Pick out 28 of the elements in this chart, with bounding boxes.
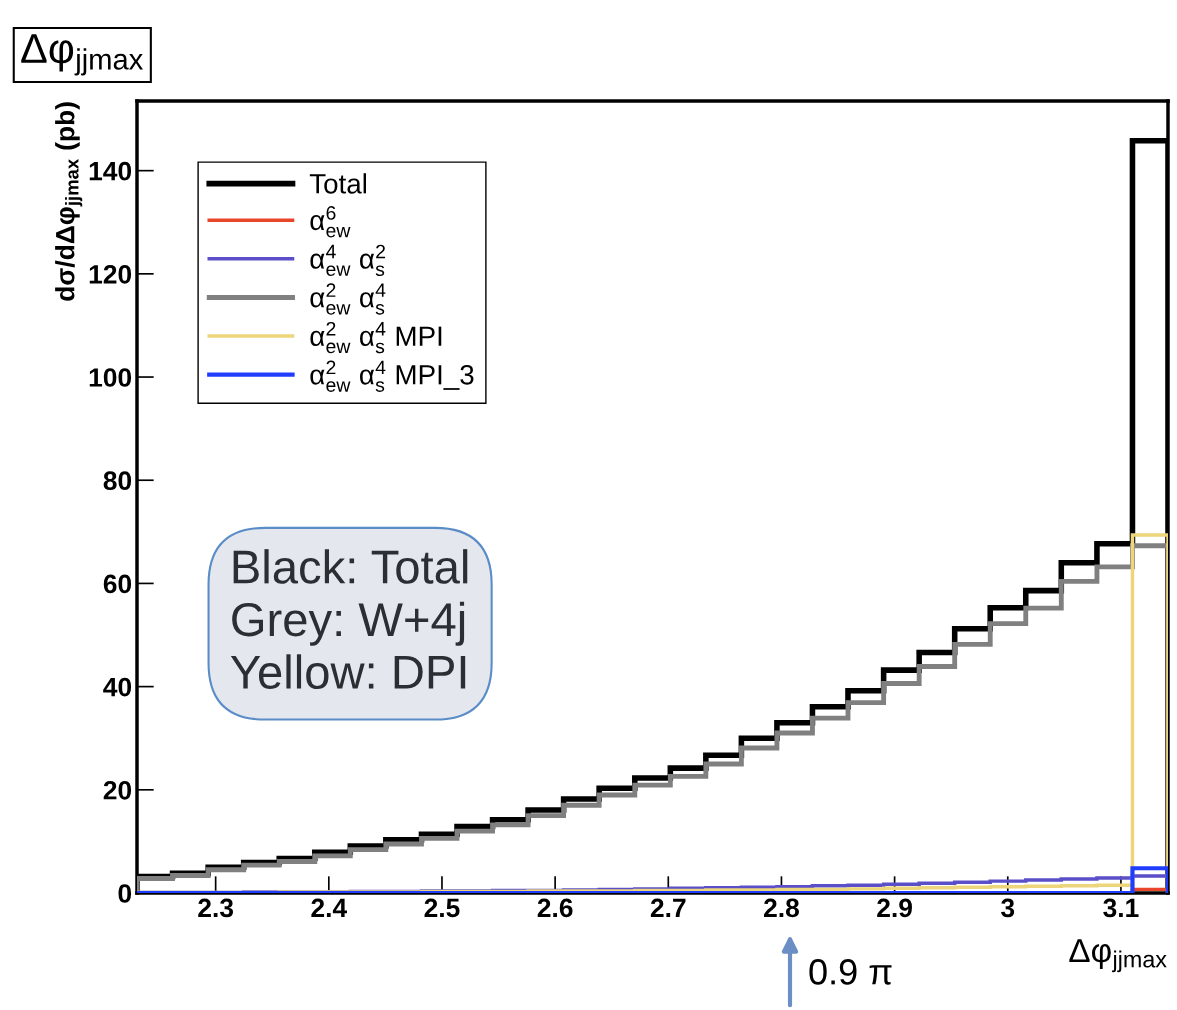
- y-tick-label: 80: [103, 471, 132, 491]
- x-axis-title: Δφ$_{jjmax}$: [1069, 939, 1167, 973]
- x-tick-label: 2.7: [650, 898, 686, 917]
- y-tick-label: 120: [89, 264, 132, 284]
- y-tick-label: 20: [103, 780, 132, 800]
- x-tick-label: 2.8: [764, 898, 799, 918]
- legend-label: α$^{2}$$_{ew}$ α$^{4}$$_{s}$ MPI_3: [310, 360, 474, 392]
- y-tick-label: 100: [89, 368, 132, 387]
- legend-label: α$^{2}$$_{ew}$ α$^{4}$$_{s}$: [310, 283, 386, 315]
- legend-label: α$^{6}$$_{ew}$: [310, 206, 351, 238]
- y-tick-label: 60: [103, 574, 132, 594]
- annotation: Black: Total Grey: W+4j Yellow: DPI: [230, 549, 468, 689]
- chart-title: Δφ$_{jjmax}$: [21, 34, 143, 76]
- legend-label: Total: [309, 173, 367, 194]
- x-tick-label: 2.9: [877, 898, 912, 918]
- x-tick-label: 2.5: [424, 898, 460, 918]
- text: 0.9 π: [809, 959, 892, 985]
- x-tick-label: 2.4: [311, 898, 348, 917]
- y-axis-title: dσ/dΔφ$_{jjmax}$ (pb): [55, 102, 83, 301]
- y-tick-label: 40: [103, 677, 132, 697]
- legend-label: α$^{4}$$_{ew}$ α$^{2}$$_{s}$: [310, 244, 385, 277]
- x-tick-label: 2.6: [537, 898, 573, 918]
- x-tick-label: 2.3: [198, 898, 234, 918]
- y-tick-label: 140: [89, 161, 132, 181]
- y-tick-label: 0: [118, 884, 132, 903]
- x-tick-label: 3.1: [1103, 898, 1139, 918]
- legend-label: α$^{2}$$_{ew}$ α$^{4}$$_{s}$ MPI: [310, 321, 442, 354]
- x-tick-label: 3: [1001, 898, 1015, 918]
